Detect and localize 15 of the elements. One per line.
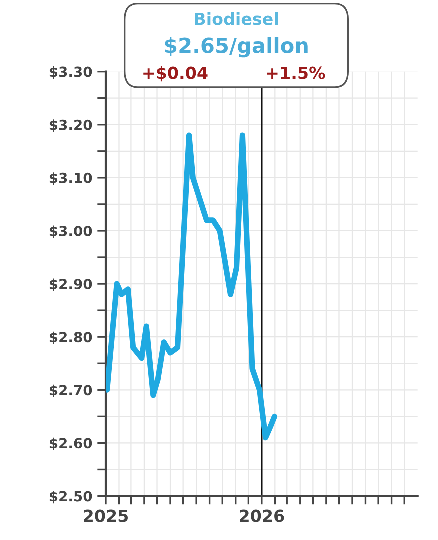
y-tick-label: $2.70 — [50, 384, 92, 398]
y-tick-label: $3.20 — [50, 120, 92, 132]
y-tick-label: $2.50 — [50, 490, 92, 504]
chart-title: Biodiesel — [195, 12, 278, 26]
y-tick-label: $2.80 — [50, 332, 92, 344]
y-tick-label: $3.00 — [50, 226, 92, 238]
x-tick-label: 2026 — [240, 510, 284, 522]
y-tick-label: $2.90 — [50, 278, 92, 292]
chart-subtitle: $2.65/gallon — [165, 37, 308, 58]
annotation: +1.5% — [267, 66, 326, 80]
x-tick-label: 2025 — [84, 510, 128, 522]
y-tick-label: $2.60 — [50, 438, 92, 451]
y-tick-label: $3.30 — [50, 66, 92, 80]
y-tick-label: $3.10 — [50, 172, 92, 186]
annotation: +$0.04 — [144, 66, 208, 82]
